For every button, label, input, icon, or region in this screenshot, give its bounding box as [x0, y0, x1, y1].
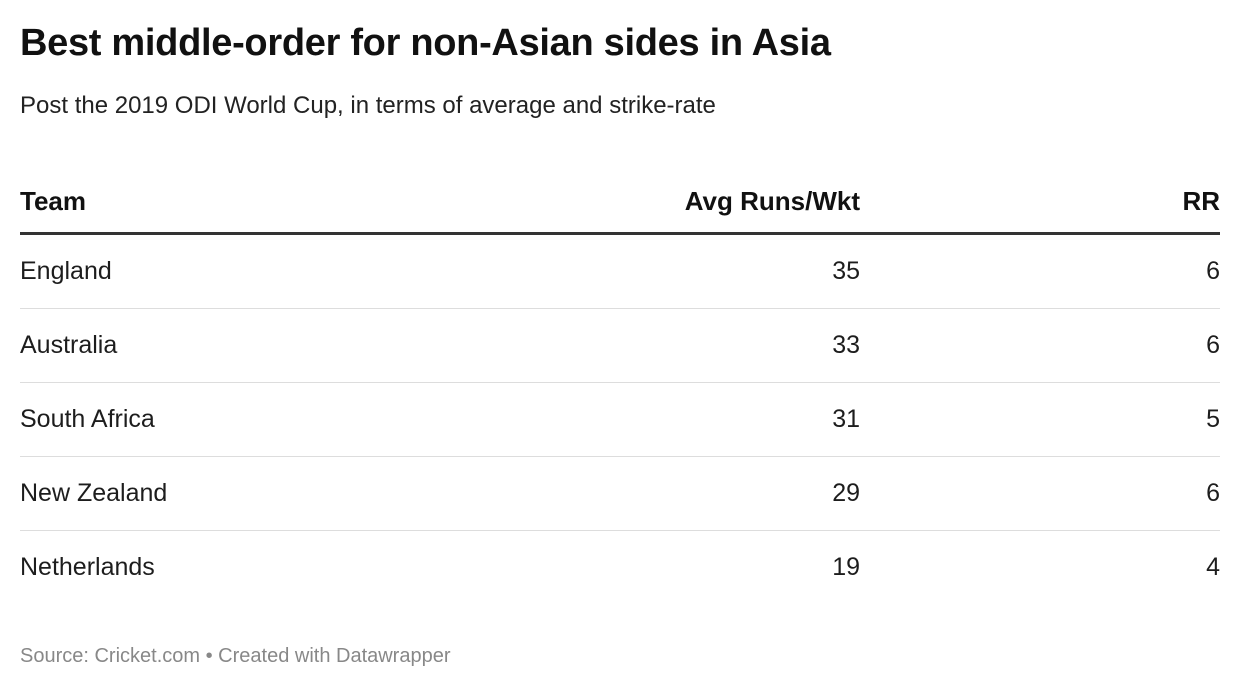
header-rr[interactable]: RR [860, 170, 1220, 235]
cell-team: England [20, 233, 440, 309]
cell-team: South Africa [20, 382, 440, 457]
chart-subtitle: Post the 2019 ODI World Cup, in terms of… [20, 92, 716, 119]
table-row: Netherlands 19 4 [20, 531, 1220, 605]
table-header-row: Team Avg Runs/Wkt RR [20, 170, 1220, 235]
cell-rr: 5 [860, 382, 1220, 457]
cell-avg: 35 [440, 233, 860, 309]
header-avg-runs-wkt[interactable]: Avg Runs/Wkt [440, 170, 860, 235]
table-row: South Africa 31 5 [20, 382, 1220, 457]
cell-team: New Zealand [20, 456, 440, 531]
cell-avg: 19 [832, 553, 860, 581]
cell-team: Netherlands [20, 553, 155, 581]
cell-avg: 33 [440, 308, 860, 383]
cell-team: Australia [20, 308, 440, 383]
data-table: Team Avg Runs/Wkt RR England 35 6 Austra… [20, 170, 1220, 604]
header-team[interactable]: Team [20, 170, 440, 235]
cell-avg: 31 [440, 382, 860, 457]
cell-rr: 4 [1206, 553, 1220, 581]
table-row: New Zealand 29 6 [20, 456, 1220, 531]
cell-rr: 6 [860, 233, 1220, 309]
chart-title: Best middle-order for non-Asian sides in… [20, 22, 831, 64]
source-footer: Source: Cricket.com • Created with Dataw… [20, 645, 451, 667]
table-row: England 35 6 [20, 233, 1220, 309]
cell-rr: 6 [860, 456, 1220, 531]
table-row: Australia 33 6 [20, 308, 1220, 383]
cell-rr: 6 [860, 308, 1220, 383]
cell-avg: 29 [440, 456, 860, 531]
